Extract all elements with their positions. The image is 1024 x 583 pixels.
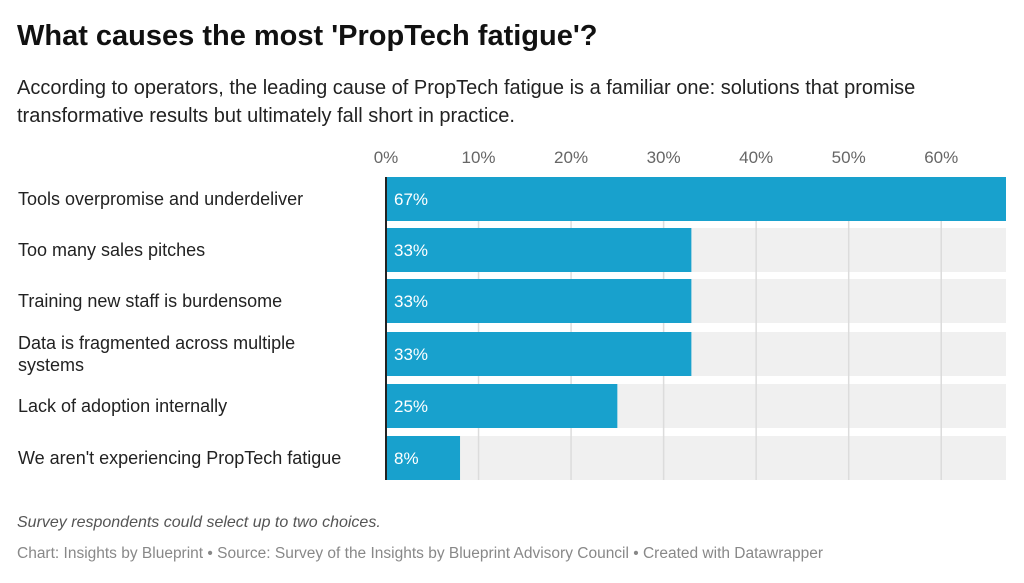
value-label: 25%: [394, 397, 428, 416]
chart-note: Survey respondents could select up to tw…: [17, 514, 381, 531]
bar: [386, 384, 618, 428]
chart-subtitle: According to operators, the leading caus…: [17, 77, 916, 127]
tick-label: 10%: [462, 148, 496, 167]
value-label: 67%: [394, 190, 428, 209]
chart-title: What causes the most 'PropTech fatigue'?: [17, 20, 598, 52]
category-label: We aren't experiencing PropTech fatigue: [18, 448, 341, 468]
chart-credit: Chart: Insights by Blueprint • Source: S…: [17, 545, 824, 562]
category-label: Data is fragmented across multiple system…: [18, 333, 295, 375]
bar-chart: 0% 10% 20% 30% 40% 50% 60% 67% Tools overpromise…: [18, 148, 1006, 480]
category-label: Lack of adoption internally: [18, 396, 227, 416]
tick-label: 30%: [647, 148, 681, 167]
tick-label: 0%: [374, 148, 399, 167]
value-label: 33%: [394, 345, 428, 364]
value-label: 33%: [394, 241, 428, 260]
bar: [386, 279, 692, 323]
tick-label: 50%: [832, 148, 866, 167]
category-label: Tools overpromise and underdeliver: [18, 189, 303, 209]
category-label: Too many sales pitches: [18, 240, 205, 260]
tick-label: 60%: [924, 148, 958, 167]
category-label: Training new staff is burdensome: [18, 291, 282, 311]
tick-label: 40%: [739, 148, 773, 167]
value-label: 8%: [394, 449, 419, 468]
tick-label: 20%: [554, 148, 588, 167]
bar: [386, 332, 692, 376]
value-label: 33%: [394, 292, 428, 311]
bar: [386, 228, 692, 272]
bar: [386, 177, 1006, 221]
bar-track: [386, 436, 1006, 480]
bar: [386, 436, 461, 480]
